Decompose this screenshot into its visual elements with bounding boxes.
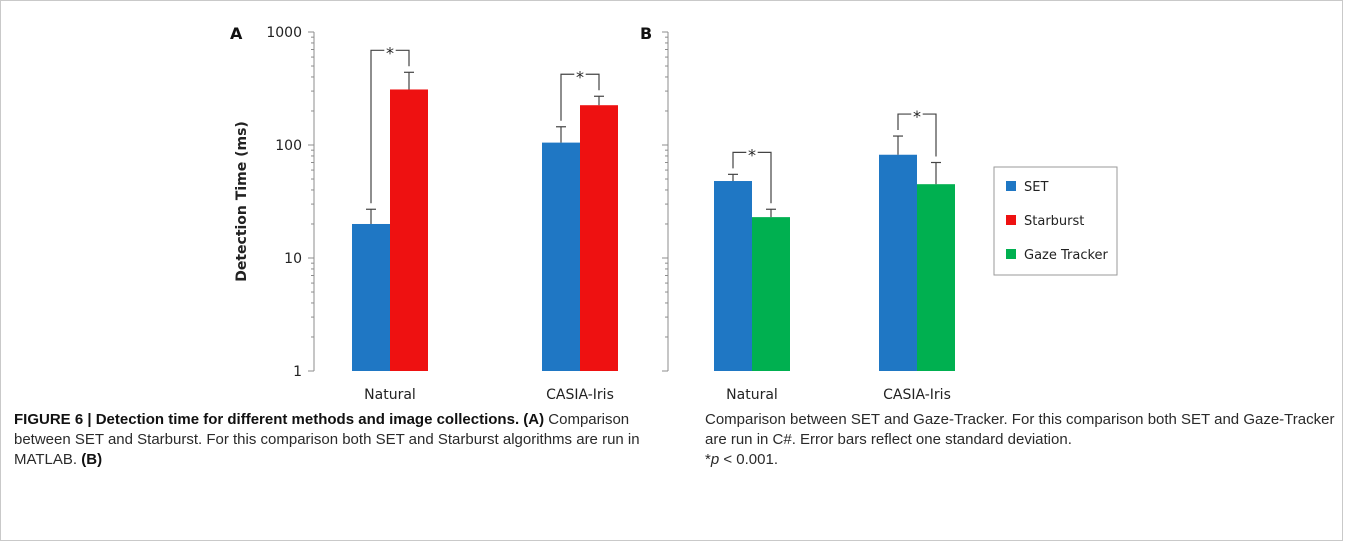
panel-label-A: A — [230, 24, 243, 43]
significance-bracket-left — [560, 73, 575, 121]
panel-label-B: B — [640, 24, 652, 43]
significance-bracket-right — [922, 113, 937, 157]
figure-frame — [0, 0, 1343, 541]
significance-bracket-left — [897, 113, 912, 131]
bar-set-natural — [714, 181, 752, 371]
x-category-label: Natural — [726, 387, 778, 403]
legend-swatch-gaze-tracker — [1006, 249, 1016, 259]
caption-a-label: (A) — [523, 411, 545, 428]
significance-star: * — [386, 43, 394, 62]
significance-bracket-left — [732, 151, 747, 169]
y-tick-label: 10 — [284, 251, 302, 267]
y-tick-label: 1 — [293, 364, 302, 380]
bar-gaze-tracker-casia-iris — [917, 184, 955, 371]
bar-set-casia-iris — [542, 142, 580, 371]
significance-bracket-right — [585, 73, 600, 91]
legend-swatch-starburst — [1006, 215, 1016, 225]
significance-bracket-right — [395, 49, 410, 67]
y-axis-label: Detection Time (ms) — [234, 121, 250, 282]
detection-time-chart: 1 10 100 1000 A Detection Time (ms) Natural * CA… — [230, 24, 1118, 403]
legend-swatch-set — [1006, 181, 1016, 191]
significance-bracket-right — [757, 151, 772, 204]
legend-label-gaze-tracker: Gaze Tracker — [1024, 248, 1109, 263]
y-tick-label: 1000 — [266, 25, 302, 41]
significance-star: * — [913, 107, 921, 126]
bar-gaze-tracker-natural — [752, 217, 790, 371]
caption-p-rest: < 0.001. — [719, 451, 778, 468]
caption-p-var: p — [710, 451, 720, 468]
caption-p-star: * — [705, 451, 711, 468]
significance-star: * — [748, 145, 756, 164]
caption-left: FIGURE 6 | Detection time for different … — [14, 410, 664, 470]
x-category-label: CASIA-Iris — [546, 387, 614, 403]
y-tick-label: 100 — [275, 138, 302, 154]
significance-star: * — [576, 67, 584, 86]
x-category-label: CASIA-Iris — [883, 387, 951, 403]
figure-label: FIGURE 6 | Detection time for different … — [14, 411, 520, 428]
caption-right: Comparison between SET and Gaze-Tracker.… — [705, 410, 1335, 470]
bar-starburst-natural — [390, 89, 428, 371]
legend-label-set: SET — [1024, 180, 1048, 195]
significance-bracket-left — [370, 49, 385, 204]
caption-b-label: (B) — [81, 451, 103, 468]
caption-b-text: Comparison between SET and Gaze-Tracker.… — [705, 411, 1335, 448]
legend-label-starburst: Starburst — [1024, 214, 1084, 229]
bar-set-natural — [352, 223, 390, 371]
bar-starburst-casia-iris — [580, 105, 618, 372]
caption-a-text: Comparison between SET and Starburst. Fo… — [14, 411, 640, 468]
x-category-label: Natural — [364, 387, 416, 403]
bar-set-casia-iris — [879, 154, 917, 371]
